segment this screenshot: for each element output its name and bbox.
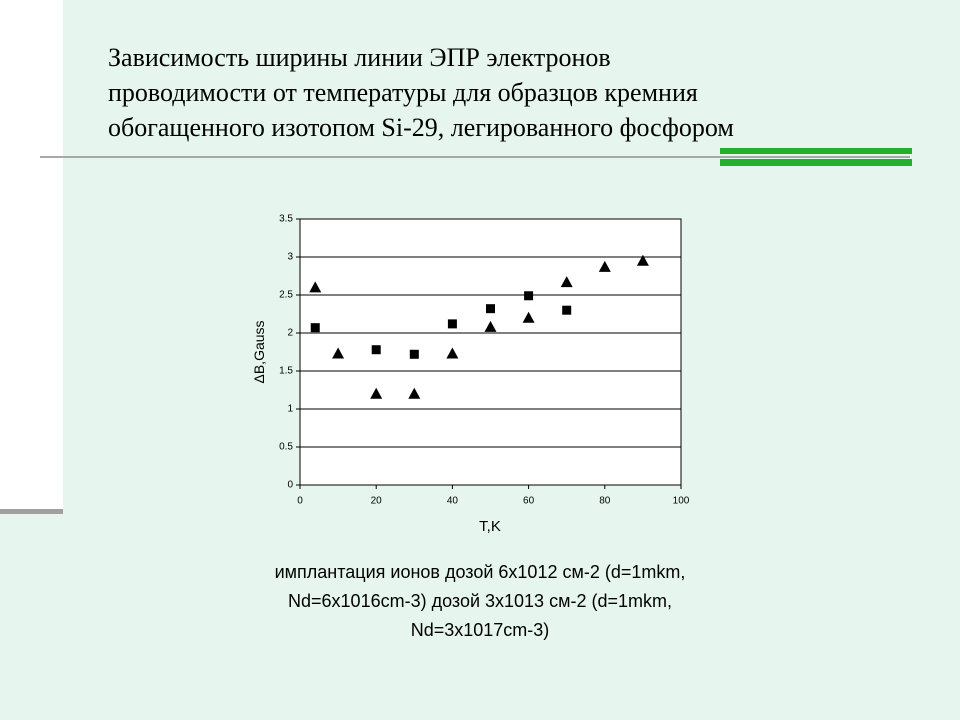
- square-point: [486, 304, 495, 314]
- x-axis-label: T,K: [479, 518, 501, 535]
- caption-line: Nd=3x1017cm-3): [411, 620, 550, 640]
- triangle-point: [332, 347, 345, 359]
- x-tick-label: 0: [297, 496, 303, 507]
- plot-border: [299, 218, 682, 486]
- title-line: проводимости от температуры для образцов…: [108, 78, 698, 107]
- y-tick-label: 1.5: [279, 366, 293, 377]
- square-point: [524, 291, 534, 301]
- triangle-point: [598, 260, 611, 272]
- triangle-point: [522, 311, 535, 323]
- caption-line: имплантация ионов дозой 6x1012 см-2 (d=1…: [275, 562, 686, 582]
- triangle-point: [446, 347, 459, 359]
- y-tick-label: 0.5: [279, 442, 293, 453]
- triangle-point: [560, 276, 573, 288]
- square-point: [371, 345, 381, 355]
- triangle-point: [370, 387, 383, 399]
- y-tick-label: 1: [287, 404, 293, 415]
- square-point: [562, 305, 572, 315]
- left-bar: [0, 509, 63, 514]
- triangle-point: [309, 281, 322, 293]
- x-tick-label: 20: [371, 496, 383, 507]
- x-tick-label: 60: [523, 496, 535, 507]
- plot-area: [300, 219, 681, 485]
- triangle-point: [408, 387, 421, 399]
- y-tick-label: 3: [287, 252, 293, 263]
- square-point: [310, 323, 320, 333]
- x-tick-label: 40: [447, 496, 459, 507]
- triangle-point: [484, 320, 497, 332]
- left-strip: [0, 0, 63, 510]
- y-tick-label: 2.5: [279, 290, 293, 301]
- y-tick-label: 3.5: [279, 214, 293, 225]
- accent-bar: [720, 148, 912, 154]
- caption-line: Nd=6x1016cm-3) дозой 3x1013 см-2 (d=1mkm…: [288, 591, 672, 611]
- square-point: [409, 349, 419, 359]
- y-tick-label: 0: [287, 480, 293, 491]
- y-tick-label: 2: [287, 328, 293, 339]
- title-line: обогащенного изотопом Si-29, легированно…: [108, 113, 734, 142]
- accent-bar: [720, 159, 912, 166]
- x-tick-label: 80: [599, 496, 611, 507]
- y-axis-label: ΔB,Gauss: [251, 320, 267, 383]
- title-line: Зависимость ширины линии ЭПР электронов: [108, 43, 611, 72]
- triangle-point: [636, 254, 649, 266]
- divider: [40, 156, 910, 158]
- x-tick-label: 100: [673, 496, 690, 507]
- square-point: [447, 319, 457, 329]
